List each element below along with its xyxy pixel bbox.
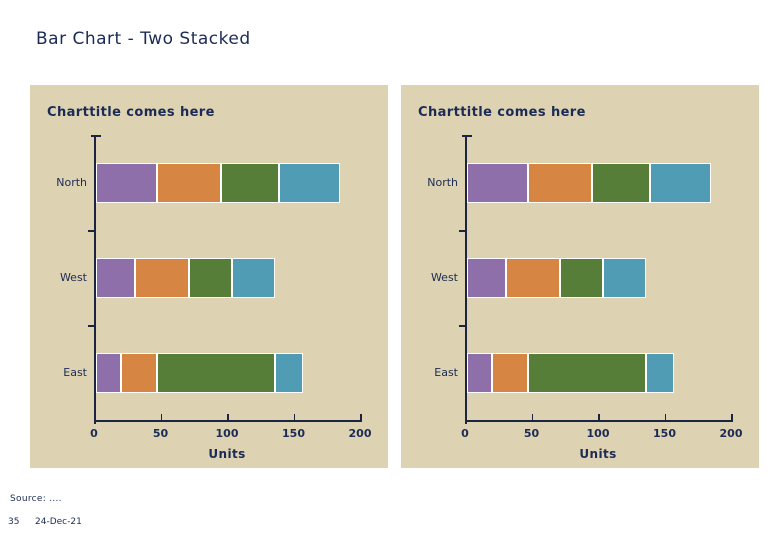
category-label: East bbox=[63, 365, 87, 379]
bar-segment-segment-2 bbox=[506, 257, 560, 298]
x-axis-tick bbox=[731, 414, 733, 420]
bar-segment-segment-2 bbox=[135, 257, 189, 298]
x-axis bbox=[465, 420, 733, 422]
source-note: Source: .... bbox=[10, 494, 62, 504]
bar-segment-segment-3 bbox=[156, 352, 276, 393]
bar-segment-segment-3 bbox=[559, 257, 604, 298]
bar-segment-segment-1 bbox=[466, 162, 528, 203]
x-axis-tick bbox=[160, 414, 162, 420]
x-axis-tick bbox=[531, 414, 533, 420]
y-axis-top-tick bbox=[91, 135, 101, 137]
category-label: West bbox=[430, 270, 458, 284]
bar-segment-segment-4 bbox=[603, 257, 646, 298]
bar-north bbox=[466, 162, 712, 203]
bar-segment-segment-3 bbox=[220, 162, 280, 203]
bar-segment-segment-4 bbox=[279, 162, 341, 203]
category-label: West bbox=[59, 270, 87, 284]
bar-segment-segment-1 bbox=[466, 352, 492, 393]
bar-segment-segment-1 bbox=[466, 257, 507, 298]
bar-segment-segment-2 bbox=[527, 162, 592, 203]
bar-segment-segment-4 bbox=[650, 162, 712, 203]
bar-segment-segment-2 bbox=[120, 352, 157, 393]
y-axis-tick bbox=[459, 325, 465, 327]
chart-title: Charttitle comes here bbox=[47, 105, 215, 120]
y-axis-tick bbox=[88, 230, 94, 232]
x-tick-label: 200 bbox=[348, 427, 372, 440]
y-axis bbox=[465, 135, 467, 424]
bar-segment-segment-1 bbox=[95, 352, 121, 393]
slide-title: Bar Chart - Two Stacked bbox=[36, 29, 251, 49]
x-tick-label: 150 bbox=[653, 427, 676, 440]
x-axis-title: Units bbox=[579, 447, 617, 461]
bar-segment-segment-3 bbox=[591, 162, 651, 203]
x-axis-title: Units bbox=[208, 447, 246, 461]
x-axis bbox=[94, 420, 362, 422]
x-axis-tick bbox=[227, 414, 229, 420]
y-axis-top-tick bbox=[462, 135, 472, 137]
slide-date: 24-Dec-21 bbox=[35, 517, 82, 527]
bar-west bbox=[466, 257, 646, 298]
category-label: North bbox=[56, 175, 87, 189]
bar-west bbox=[95, 257, 275, 298]
y-axis-tick bbox=[459, 230, 465, 232]
category-label: North bbox=[427, 175, 458, 189]
chart-panel-left: Charttitle comes here North West East 0 50 10… bbox=[30, 85, 388, 468]
bar-segment-segment-4 bbox=[646, 352, 674, 393]
x-tick-label: 100 bbox=[586, 427, 610, 440]
chart-title: Charttitle comes here bbox=[418, 105, 586, 120]
bar-segment-segment-3 bbox=[527, 352, 647, 393]
bar-segment-segment-1 bbox=[95, 162, 157, 203]
x-tick-label: 150 bbox=[282, 427, 305, 440]
y-axis-tick bbox=[88, 325, 94, 327]
bar-segment-segment-2 bbox=[491, 352, 528, 393]
bar-segment-segment-4 bbox=[232, 257, 275, 298]
bar-north bbox=[95, 162, 341, 203]
x-tick-label: 100 bbox=[215, 427, 239, 440]
x-tick-label: 50 bbox=[152, 427, 169, 440]
x-axis-tick bbox=[360, 414, 362, 420]
y-axis bbox=[94, 135, 96, 424]
x-tick-label: 200 bbox=[719, 427, 743, 440]
x-axis-tick bbox=[664, 414, 666, 420]
bar-segment-segment-1 bbox=[95, 257, 136, 298]
x-tick-label: 0 bbox=[461, 427, 469, 440]
page-number: 35 bbox=[8, 517, 20, 527]
category-label: East bbox=[434, 365, 458, 379]
bar-east bbox=[95, 352, 303, 393]
x-tick-label: 50 bbox=[523, 427, 540, 440]
bar-segment-segment-3 bbox=[188, 257, 233, 298]
x-tick-label: 0 bbox=[90, 427, 98, 440]
x-axis-tick bbox=[293, 414, 295, 420]
bar-segment-segment-4 bbox=[275, 352, 303, 393]
bar-segment-segment-2 bbox=[156, 162, 221, 203]
chart-panel-right: Charttitle comes here North West East 0 50 10… bbox=[401, 85, 759, 468]
bar-east bbox=[466, 352, 674, 393]
x-axis-tick bbox=[598, 414, 600, 420]
